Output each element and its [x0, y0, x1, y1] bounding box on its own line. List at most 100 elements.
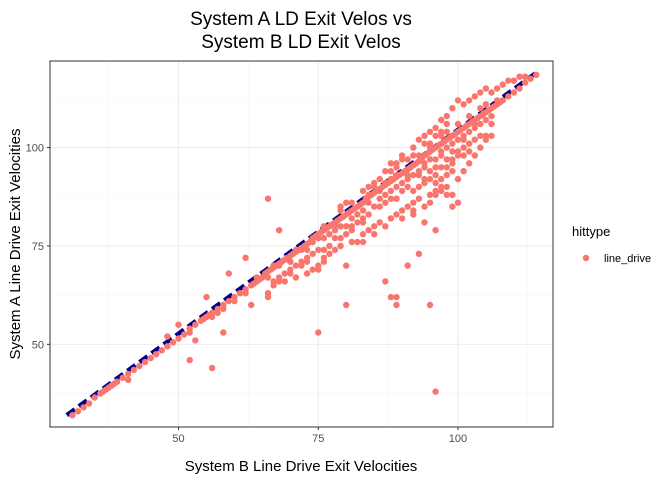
data-point: [382, 191, 389, 198]
data-point: [393, 301, 400, 309]
data-point: [113, 378, 121, 385]
data-point: [281, 278, 288, 285]
data-point: [415, 152, 423, 159]
y-axis-ticks: 50 75 100: [26, 143, 50, 351]
data-point: [220, 329, 227, 336]
data-point: [292, 262, 300, 269]
data-point: [426, 140, 434, 147]
data-point: [91, 394, 98, 401]
data-point: [331, 246, 339, 254]
data-point: [326, 250, 333, 257]
data-point: [309, 266, 316, 273]
data-point: [398, 179, 406, 187]
data-point: [337, 223, 344, 230]
data-point: [158, 347, 165, 354]
data-point: [421, 164, 428, 171]
data-point: [516, 73, 523, 80]
data-point: [343, 262, 350, 269]
data-point: [365, 211, 372, 218]
data-point: [404, 175, 411, 183]
data-point: [225, 270, 232, 277]
data-point: [348, 215, 355, 222]
data-point: [348, 199, 355, 206]
data-point: [415, 136, 423, 143]
data-point: [410, 171, 417, 179]
data-point: [510, 77, 518, 84]
data-point: [421, 140, 428, 147]
data-point: [443, 120, 450, 128]
data-point: [130, 366, 137, 374]
data-point: [398, 152, 406, 159]
data-point: [365, 199, 372, 206]
data-point: [275, 262, 283, 269]
data-point: [287, 270, 294, 277]
data-point: [119, 374, 126, 381]
data-point: [236, 290, 244, 297]
data-point: [466, 148, 473, 155]
data-point: [471, 124, 478, 132]
data-point: [186, 356, 193, 364]
data-point: [438, 116, 445, 124]
data-point: [432, 164, 439, 171]
data-point: [460, 101, 467, 108]
data-point: [426, 191, 434, 198]
data-point: [153, 351, 160, 358]
data-point: [382, 199, 389, 206]
data-point: [303, 270, 311, 277]
data-point: [220, 305, 227, 313]
data-point: [398, 187, 406, 195]
data-point: [477, 132, 484, 139]
data-point: [343, 231, 350, 238]
data-point: [410, 152, 417, 159]
data-point: [426, 199, 434, 206]
data-point: [438, 132, 445, 139]
y-tick-label: 50: [32, 339, 44, 351]
data-point: [443, 183, 450, 191]
data-point: [320, 258, 328, 265]
data-point: [359, 207, 367, 214]
data-point: [432, 132, 439, 139]
data-point: [125, 376, 132, 383]
data-point: [275, 278, 283, 285]
data-point: [309, 238, 316, 246]
data-point: [482, 101, 490, 108]
data-point: [365, 183, 372, 191]
data-point: [454, 120, 462, 128]
data-point: [404, 183, 411, 191]
data-point: [371, 179, 378, 187]
data-point: [482, 85, 490, 92]
chart-title-line-1: System A LD Exit Velos vs: [190, 9, 412, 30]
data-point: [287, 258, 294, 265]
data-point: [242, 290, 249, 297]
data-point: [382, 278, 389, 285]
data-point: [488, 89, 495, 96]
data-point: [354, 211, 361, 218]
data-point: [533, 71, 540, 79]
data-point: [208, 313, 216, 320]
data-point: [387, 160, 395, 167]
y-tick-label: 75: [32, 241, 44, 253]
data-point: [482, 136, 490, 143]
data-point: [404, 203, 411, 210]
data-point: [426, 128, 434, 135]
data-point: [393, 171, 400, 179]
data-point: [426, 168, 434, 175]
data-point: [393, 195, 400, 202]
data-point: [438, 152, 445, 159]
data-point: [415, 195, 423, 202]
data-point: [315, 329, 322, 336]
data-point: [410, 207, 417, 214]
data-point: [415, 183, 423, 191]
data-point: [426, 156, 434, 163]
data-point: [348, 223, 355, 230]
data-point: [443, 191, 450, 198]
data-point: [488, 120, 495, 128]
data-point: [326, 231, 333, 238]
data-point: [141, 358, 149, 366]
data-point: [192, 321, 199, 328]
legend: hittype line_drive: [572, 224, 651, 265]
data-point: [359, 187, 367, 195]
data-point: [466, 112, 473, 120]
data-point: [471, 152, 478, 159]
